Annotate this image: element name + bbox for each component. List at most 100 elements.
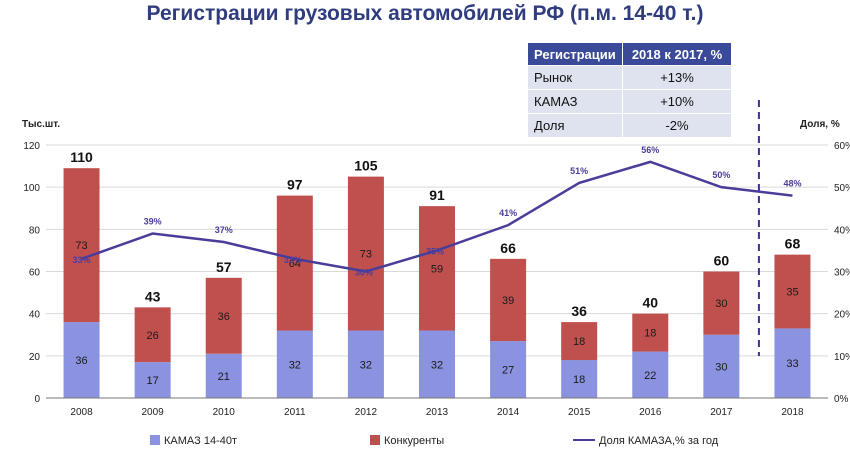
summary-row: Рынок +13% <box>527 65 732 90</box>
legend-swatch <box>150 435 160 445</box>
bar-competitors <box>419 206 455 331</box>
data-label-total: 68 <box>785 236 801 252</box>
summary-cell: КАМАЗ <box>527 89 623 114</box>
bar-kamaz <box>561 360 598 398</box>
data-label-competitors: 73 <box>360 249 372 261</box>
y-tick-label: 60 <box>29 268 41 279</box>
data-label-competitors: 26 <box>147 330 159 342</box>
data-label-competitors: 30 <box>715 298 727 310</box>
x-tick-label: 2013 <box>426 407 449 418</box>
data-label-kamaz: 18 <box>573 374 585 386</box>
summary-row: КАМАЗ +10% <box>527 89 732 114</box>
bar-kamaz <box>703 334 740 398</box>
bar-kamaz <box>774 328 811 398</box>
legend-swatch <box>370 435 380 445</box>
data-label-competitors: 18 <box>644 328 656 340</box>
data-label-share: 39% <box>144 217 162 227</box>
summary-cell: +13% <box>622 65 732 90</box>
y-tick-label: 120 <box>23 141 40 152</box>
data-label-total: 66 <box>500 240 516 256</box>
x-tick-label: 2009 <box>142 407 165 418</box>
share-line-path <box>81 160 793 273</box>
summary-header-row: Регистрации 2018 к 2017, % <box>527 42 732 66</box>
data-label-total: 36 <box>571 303 587 319</box>
bar-kamaz <box>419 330 455 398</box>
data-label-kamaz: 33 <box>786 358 798 370</box>
summary-cell: -2% <box>622 113 732 138</box>
bar-competitors <box>63 168 100 323</box>
data-label-kamaz: 32 <box>289 359 301 371</box>
x-tick-label: 2011 <box>284 407 306 418</box>
y2-tick-label: 30% <box>834 268 850 279</box>
y2-tick-label: 0% <box>834 394 849 405</box>
x-tick-label: 2014 <box>497 407 520 418</box>
data-label-competitors: 36 <box>218 311 230 323</box>
data-label-share: 41% <box>499 208 517 218</box>
x-tick-label: 2008 <box>70 407 93 418</box>
data-label-total: 40 <box>642 295 658 311</box>
x-tick-label: 2015 <box>568 407 591 418</box>
x-tick-label: 2017 <box>710 407 733 418</box>
data-label-competitors: 59 <box>431 263 443 275</box>
bars <box>63 168 811 398</box>
y2-axis-label: Доля, % <box>800 119 840 130</box>
x-tick-label: 2018 <box>781 407 804 418</box>
y-tick-label: 80 <box>29 225 41 236</box>
chart-title: Регистрации грузовых автомобилей РФ (п.м… <box>146 2 704 25</box>
data-label-total: 97 <box>287 177 303 193</box>
summary-header-cell: 2018 к 2017, % <box>622 42 732 66</box>
bar-kamaz <box>490 341 527 398</box>
summary-cell: Доля <box>527 113 623 138</box>
data-label-share: 30% <box>355 268 373 278</box>
summary-cell: Рынок <box>527 65 623 90</box>
data-label-competitors: 73 <box>75 240 87 252</box>
x-tick-label: 2012 <box>355 407 378 418</box>
y2-tick-label: 40% <box>834 225 850 236</box>
summary-table: Регистрации 2018 к 2017, % Рынок +13% КА… <box>527 42 732 138</box>
bar-kamaz <box>134 362 171 398</box>
y-tick-label: 20 <box>29 352 41 363</box>
data-label-total: 110 <box>70 149 93 165</box>
data-label-competitors: 18 <box>573 336 585 348</box>
legend-label: Конкуренты <box>384 435 445 447</box>
bar-competitors <box>490 258 527 342</box>
bar-competitors <box>561 322 598 361</box>
data-label-kamaz: 17 <box>147 375 159 387</box>
bar-kamaz <box>63 322 100 398</box>
data-label-kamaz: 32 <box>431 359 443 371</box>
bar-kamaz <box>347 330 384 398</box>
data-label-share: 51% <box>570 166 588 176</box>
data-label-share: 37% <box>215 225 233 235</box>
data-label-competitors: 39 <box>502 295 514 307</box>
legend-swatch <box>573 439 595 441</box>
y-tick-label: 0 <box>34 394 40 405</box>
data-label-total: 57 <box>216 259 232 275</box>
y-axis-label: Тыс.шт. <box>22 119 60 130</box>
data-label-share: 33% <box>73 255 91 265</box>
summary-row: Доля -2% <box>527 113 732 138</box>
y2-tick-label: 50% <box>834 183 850 194</box>
bar-kamaz <box>276 330 313 398</box>
legend-label: Доля КАМАЗА,% за год <box>599 435 719 447</box>
data-label-share: 56% <box>641 145 659 155</box>
bar-competitors <box>134 307 171 363</box>
data-label-share: 50% <box>712 170 730 180</box>
data-label-total: 43 <box>145 288 161 304</box>
data-label-kamaz: 30 <box>715 361 727 373</box>
legend-item-competitors: Конкуренты <box>370 435 444 447</box>
bar-competitors <box>347 176 384 331</box>
axes: 0 20 40 60 80 100 120 0% 10% 20% 30% 40% 50% 60% 2008 2… <box>23 100 850 418</box>
y-tick-label: 100 <box>23 183 40 194</box>
data-label-competitors: 64 <box>289 258 301 270</box>
data-label-share: 35% <box>426 246 444 256</box>
summary-cell: +10% <box>622 89 732 114</box>
summary-header-cell: Регистрации <box>527 42 623 66</box>
data-label-total: 60 <box>714 253 730 269</box>
bar-competitors <box>774 254 811 329</box>
share-line <box>81 160 793 273</box>
data-label-kamaz: 22 <box>644 370 656 382</box>
legend-item-share: Доля КАМАЗА,% за год <box>573 435 718 447</box>
x-tick-label: 2016 <box>639 407 662 418</box>
y2-tick-label: 20% <box>834 310 850 321</box>
bar-competitors <box>276 195 313 331</box>
